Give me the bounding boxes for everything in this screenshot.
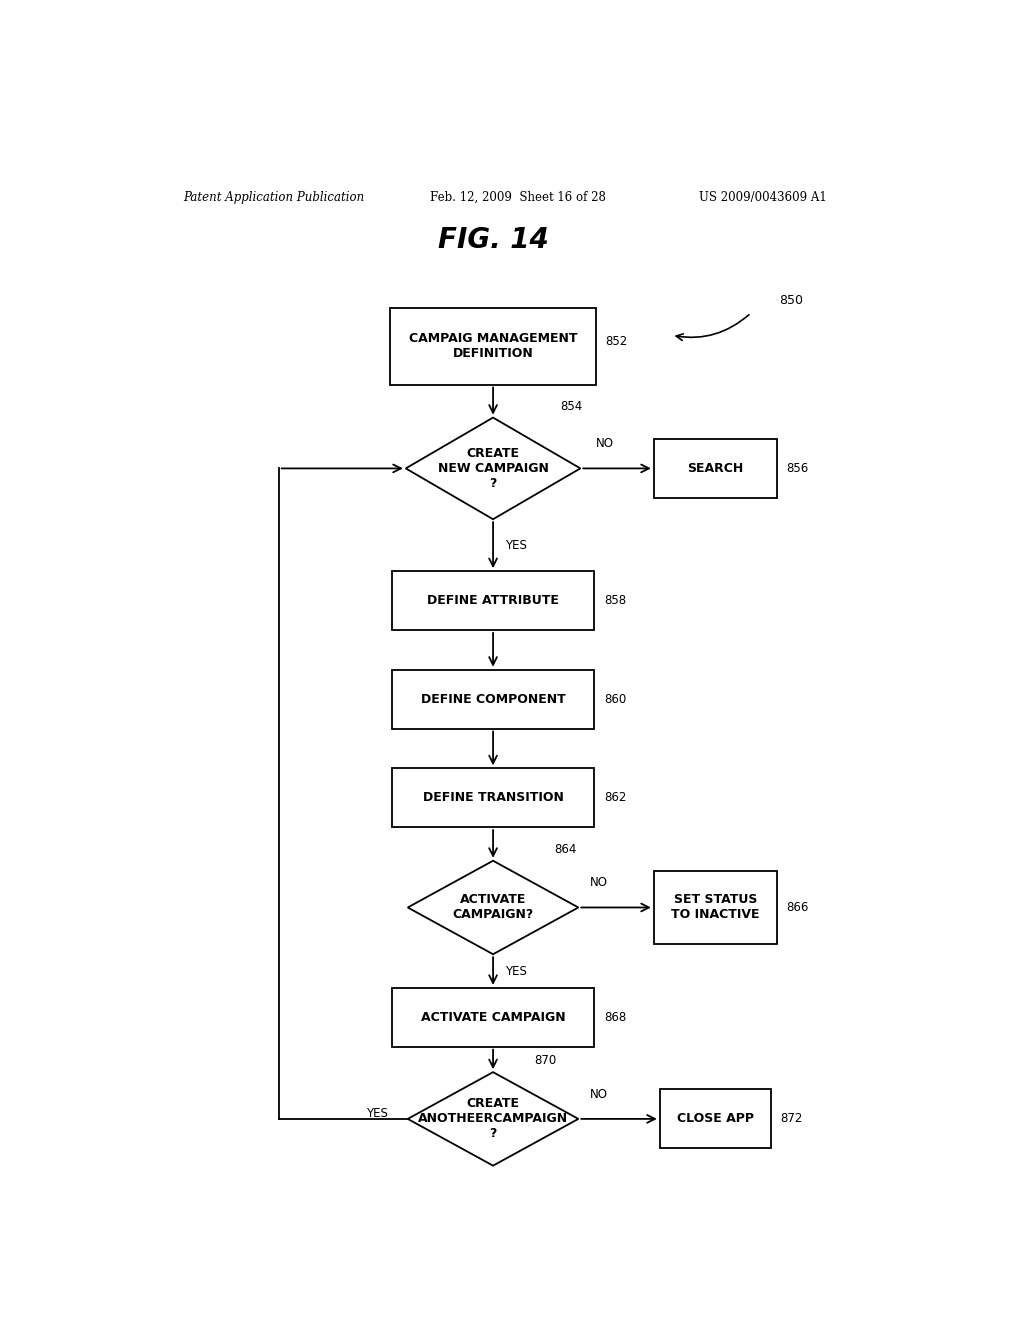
FancyBboxPatch shape (659, 1089, 771, 1148)
Text: NO: NO (590, 1088, 608, 1101)
Text: 862: 862 (604, 791, 626, 804)
Text: CREATE
NEW CAMPAIGN
?: CREATE NEW CAMPAIGN ? (437, 447, 549, 490)
Text: YES: YES (505, 965, 526, 978)
FancyBboxPatch shape (392, 572, 594, 630)
Text: SET STATUS
TO INACTIVE: SET STATUS TO INACTIVE (671, 894, 760, 921)
Text: Feb. 12, 2009  Sheet 16 of 28: Feb. 12, 2009 Sheet 16 of 28 (430, 190, 605, 203)
Text: 870: 870 (535, 1055, 557, 1067)
Text: 864: 864 (555, 842, 577, 855)
Text: 868: 868 (604, 1011, 626, 1024)
FancyBboxPatch shape (653, 871, 777, 944)
Text: CREATE
ANOTHEERCAMPAIGN
?: CREATE ANOTHEERCAMPAIGN ? (418, 1097, 568, 1140)
Text: YES: YES (505, 539, 526, 552)
Text: NO: NO (590, 876, 608, 890)
Polygon shape (406, 417, 581, 519)
Text: YES: YES (366, 1107, 388, 1121)
Text: 852: 852 (606, 335, 628, 348)
Text: DEFINE ATTRIBUTE: DEFINE ATTRIBUTE (427, 594, 559, 607)
Text: US 2009/0043609 A1: US 2009/0043609 A1 (699, 190, 827, 203)
Text: NO: NO (596, 437, 614, 450)
FancyBboxPatch shape (392, 987, 594, 1047)
FancyBboxPatch shape (390, 309, 596, 384)
Text: FIG. 14: FIG. 14 (437, 226, 549, 253)
FancyBboxPatch shape (653, 440, 777, 498)
Text: ACTIVATE
CAMPAIGN?: ACTIVATE CAMPAIGN? (453, 894, 534, 921)
FancyBboxPatch shape (392, 768, 594, 828)
Text: DEFINE TRANSITION: DEFINE TRANSITION (423, 791, 563, 804)
Text: Patent Application Publication: Patent Application Publication (183, 190, 365, 203)
Text: 854: 854 (560, 400, 583, 412)
Text: 850: 850 (779, 294, 803, 308)
Text: 860: 860 (604, 693, 626, 706)
Text: CLOSE APP: CLOSE APP (677, 1113, 754, 1126)
Text: ACTIVATE CAMPAIGN: ACTIVATE CAMPAIGN (421, 1011, 565, 1024)
Text: SEARCH: SEARCH (687, 462, 743, 475)
Polygon shape (408, 1072, 579, 1166)
Text: 856: 856 (786, 462, 809, 475)
Text: 866: 866 (786, 902, 809, 913)
FancyBboxPatch shape (392, 669, 594, 729)
Text: 858: 858 (604, 594, 626, 607)
Text: 872: 872 (780, 1113, 803, 1126)
Polygon shape (408, 861, 579, 954)
Text: CAMPAIG MANAGEMENT
DEFINITION: CAMPAIG MANAGEMENT DEFINITION (409, 333, 578, 360)
Text: DEFINE COMPONENT: DEFINE COMPONENT (421, 693, 565, 706)
